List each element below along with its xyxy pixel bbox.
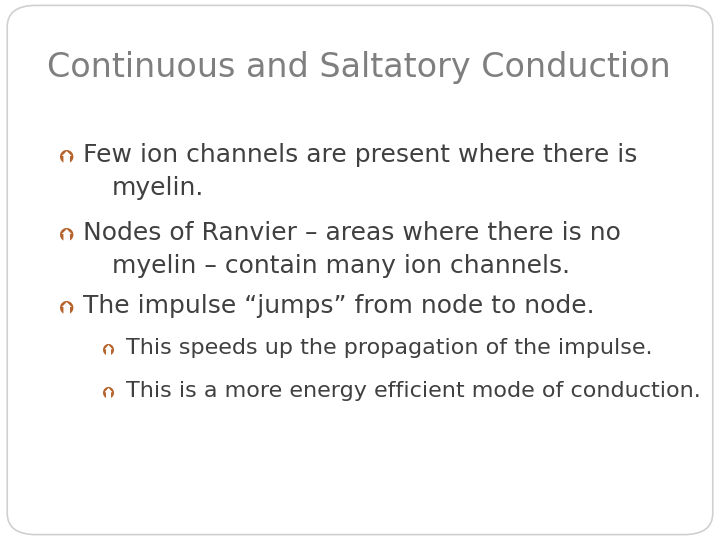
- Text: ➲: ➲: [97, 381, 116, 397]
- FancyBboxPatch shape: [7, 5, 713, 535]
- Text: This is a more energy efficient mode of conduction.: This is a more energy efficient mode of …: [126, 381, 701, 401]
- Text: ➲: ➲: [54, 143, 74, 161]
- Text: Few ion channels are present where there is: Few ion channels are present where there…: [83, 143, 637, 167]
- Text: myelin.: myelin.: [112, 176, 204, 199]
- Text: Nodes of Ranvier – areas where there is no: Nodes of Ranvier – areas where there is …: [83, 221, 621, 245]
- Text: ➲: ➲: [97, 338, 116, 354]
- Text: ➲: ➲: [54, 294, 74, 313]
- Text: ➲: ➲: [54, 221, 74, 240]
- Text: Continuous and Saltatory Conduction: Continuous and Saltatory Conduction: [47, 51, 670, 84]
- Text: The impulse “jumps” from node to node.: The impulse “jumps” from node to node.: [83, 294, 595, 318]
- Text: myelin – contain many ion channels.: myelin – contain many ion channels.: [112, 254, 570, 278]
- Text: This speeds up the propagation of the impulse.: This speeds up the propagation of the im…: [126, 338, 652, 357]
